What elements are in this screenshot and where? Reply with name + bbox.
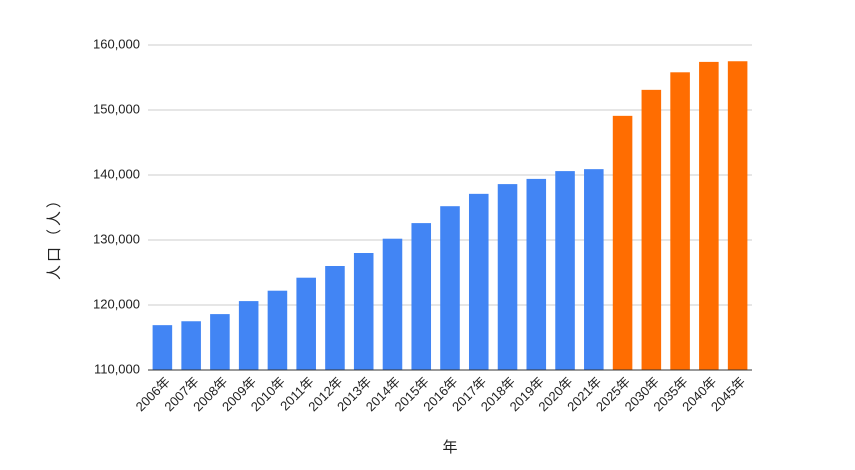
bar [267,290,288,370]
x-axis-label: 年 [442,439,457,456]
bar [181,321,201,370]
y-tick-label: 160,000 [93,36,140,51]
bar [584,169,604,370]
bar [152,325,173,370]
bar [612,115,633,370]
bar [555,171,575,370]
y-tick-label: 140,000 [93,166,140,181]
bar [468,193,489,370]
bar [497,184,518,370]
bar [353,253,374,370]
y-tick-label: 130,000 [93,231,140,246]
bar [727,61,748,370]
bar [641,89,662,370]
bar [382,238,403,370]
bar [296,277,316,370]
y-tick-label: 150,000 [93,101,140,116]
bar [670,72,690,371]
bar [526,178,547,370]
y-tick-label: 110,000 [94,361,140,376]
bar [411,223,432,370]
bar [440,206,460,370]
y-tick-label: 120,000 [93,296,140,311]
bar [325,266,345,370]
y-axis-label: 人口（人） [46,190,63,280]
bar [210,314,230,370]
bar [699,61,719,371]
bar [238,301,259,370]
